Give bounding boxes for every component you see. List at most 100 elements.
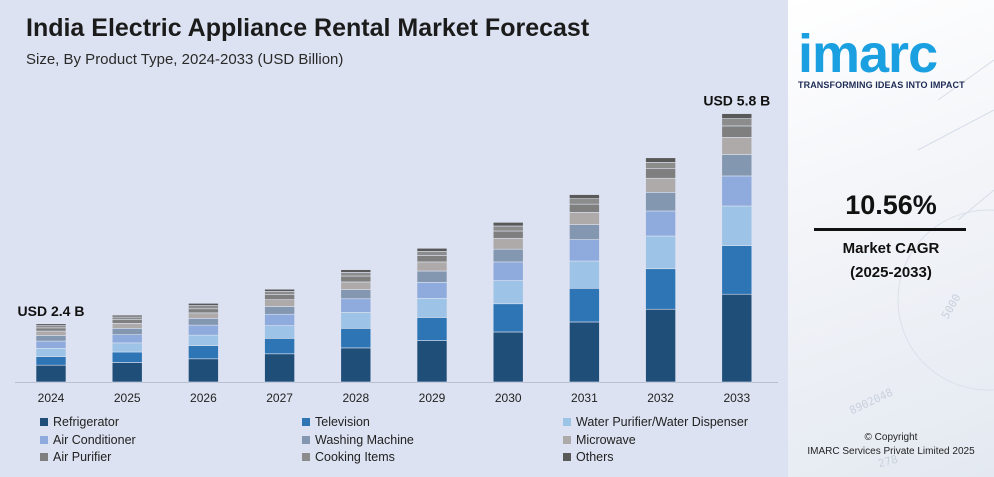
bar-segment xyxy=(35,325,67,329)
bar-segment xyxy=(569,203,600,213)
bar-segment xyxy=(35,356,67,366)
bar-segment xyxy=(492,331,524,383)
chart-area: India Electric Appliance Rental Market F… xyxy=(15,14,778,464)
bar-segment xyxy=(264,306,295,315)
cagr-value: 10.56% xyxy=(845,190,937,220)
bar-segment xyxy=(264,313,295,326)
bar-segment xyxy=(340,269,372,273)
bar-segment xyxy=(569,194,600,199)
bar-segment xyxy=(35,340,67,349)
bar-segment xyxy=(492,303,524,333)
bar-segment xyxy=(35,327,67,332)
legend-swatch xyxy=(302,418,310,426)
legend-item: Microwave xyxy=(563,433,636,447)
bar-segment xyxy=(645,235,676,270)
bar-segment xyxy=(645,157,676,163)
bar-segment xyxy=(340,312,372,329)
stacked-bar-chart: 2024 USD 2.4 B 2025 2026 2027 2028 2029 2030 203… xyxy=(15,93,778,405)
bar-segment xyxy=(111,351,143,363)
legend-item: Cooking Items xyxy=(302,450,395,464)
bar-segment xyxy=(721,175,753,207)
legend-swatch xyxy=(302,435,310,444)
bar-stack-2024 xyxy=(35,323,67,383)
legend-label: Cooking Items xyxy=(315,450,395,464)
bar-segment xyxy=(492,248,524,263)
bar-segment xyxy=(416,255,448,263)
bar-segment xyxy=(492,225,524,232)
bar-segment xyxy=(645,168,676,179)
legend-swatch xyxy=(40,453,48,461)
bar-segment xyxy=(340,289,372,300)
chart-subtitle: Size, By Product Type, 2024-2033 (USD Bi… xyxy=(26,51,344,68)
legend-item: Air Purifier xyxy=(40,450,111,464)
x-tick-label: 2029 xyxy=(419,391,446,405)
bar-segment xyxy=(721,136,753,155)
bar-segment xyxy=(645,162,676,169)
bar-segment xyxy=(569,321,600,383)
bar-segment xyxy=(645,308,676,383)
bar-stack-2025 xyxy=(111,314,143,383)
bar-segment xyxy=(264,338,295,355)
bar-segment xyxy=(188,345,219,360)
bar-segment xyxy=(111,316,143,320)
legend-label: Water Purifier/Water Dispenser xyxy=(576,415,749,429)
bar-segment xyxy=(721,293,753,383)
bar-segment xyxy=(340,275,372,283)
bar-segment xyxy=(416,261,448,272)
bar-segment xyxy=(569,239,600,262)
bar-segment xyxy=(340,272,372,277)
x-tick-label: 2027 xyxy=(266,391,293,405)
legend-swatch xyxy=(302,453,310,461)
x-tick-label: 2028 xyxy=(342,391,369,405)
bar-segment xyxy=(35,348,67,357)
bar-stack-2031 xyxy=(569,194,600,383)
data-label: USD 2.4 B xyxy=(18,303,85,319)
x-tick-label: 2024 xyxy=(38,391,65,405)
x-tick-label: 2030 xyxy=(495,391,522,405)
bar-segment xyxy=(340,328,372,349)
legend-swatch xyxy=(563,435,571,444)
logo-tagline: TRANSFORMING IDEAS INTO IMPACT xyxy=(798,80,965,90)
legend-swatch xyxy=(40,435,48,444)
legend-label: Television xyxy=(315,415,370,429)
bar-segment xyxy=(264,288,295,292)
bar-segment xyxy=(35,364,67,383)
bar-segment xyxy=(35,323,67,326)
bar-segment xyxy=(492,280,524,305)
bar-segment xyxy=(416,317,448,341)
legend-item: Air Conditioner xyxy=(40,433,136,447)
bar-segment xyxy=(111,328,143,335)
bar-segment xyxy=(340,298,372,313)
legend-label: Microwave xyxy=(576,432,636,447)
bar-segment xyxy=(188,324,219,336)
bar-segment xyxy=(492,261,524,281)
bar-segment xyxy=(721,118,753,127)
legend-item: Water Purifier/Water Dispenser xyxy=(563,415,748,429)
legend-item: Refrigerator xyxy=(40,415,119,429)
x-tick-label: 2031 xyxy=(571,391,598,405)
bar-segment xyxy=(721,205,753,246)
bar-segment xyxy=(264,294,295,300)
bar-segment xyxy=(645,268,676,310)
x-tick-label: 2025 xyxy=(114,391,141,405)
bar-segment xyxy=(416,298,448,318)
x-tick-label: 2033 xyxy=(723,391,750,405)
bar-segment xyxy=(492,222,524,227)
bar-segment xyxy=(111,334,143,344)
legend-label: Air Purifier xyxy=(53,450,112,464)
x-tick-label: 2026 xyxy=(190,391,217,405)
bar-segment xyxy=(340,281,372,290)
bar-segment xyxy=(111,314,143,318)
bar-segment xyxy=(340,347,372,383)
bar-segment xyxy=(111,323,143,329)
side-panel: 5000 8902048 278 imarc TRANSFORMING IDEA… xyxy=(788,0,994,477)
bar-segment xyxy=(264,353,295,383)
bar-segment xyxy=(721,245,753,295)
bar-stack-2028 xyxy=(340,269,372,383)
legend-swatch xyxy=(563,418,571,426)
bar-stack-2033 xyxy=(721,113,753,383)
bar-segment xyxy=(188,334,219,346)
bar-segment xyxy=(569,260,600,289)
bar-segment xyxy=(264,299,295,307)
bar-segment xyxy=(721,125,753,138)
